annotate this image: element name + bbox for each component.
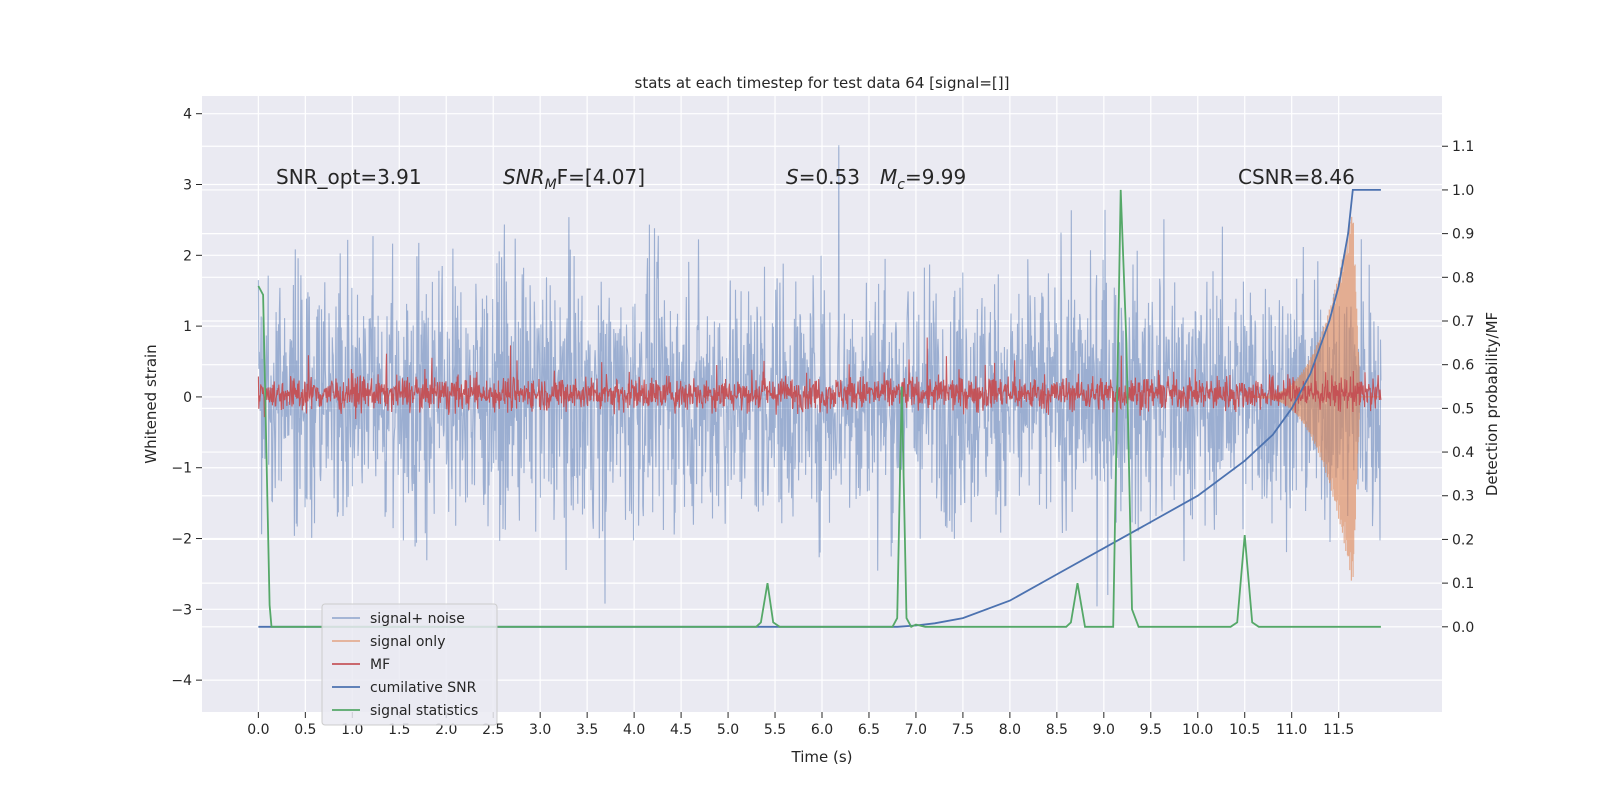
y-right-tick-label: 0.0 <box>1452 620 1474 636</box>
x-tick-label: 5.5 <box>764 722 786 738</box>
y-axis-label-right: Detection probability/MF <box>1483 312 1501 496</box>
y-left-tick-label: 3 <box>183 178 192 194</box>
x-tick-label: 11.0 <box>1276 722 1307 738</box>
x-tick-label: 0.5 <box>294 722 316 738</box>
y-axis-label-left: Whitened strain <box>142 344 160 463</box>
annotation-snr-opt: SNR_opt=3.91 <box>276 165 422 189</box>
x-tick-label: 7.5 <box>952 722 974 738</box>
x-tick-label: 10.0 <box>1182 722 1213 738</box>
x-tick-label: 3.5 <box>576 722 598 738</box>
y-right-tick-label: 0.6 <box>1452 358 1474 374</box>
x-tick-label: 10.5 <box>1229 722 1260 738</box>
annotation-mc-val: =9.99 <box>905 165 966 189</box>
y-left-tick-label: 2 <box>183 248 192 264</box>
chart-title: stats at each timestep for test data 64 … <box>635 74 1010 92</box>
y-right-tick-label: 0.3 <box>1452 489 1474 505</box>
x-tick-label: 4.0 <box>623 722 645 738</box>
y-right-tick-label: 1.1 <box>1452 139 1474 155</box>
x-tick-label: 5.0 <box>717 722 739 738</box>
annotation-s-val: =0.53 <box>799 165 860 189</box>
grid <box>202 96 1442 712</box>
y-left-tick-label: −2 <box>171 532 192 548</box>
x-tick-label: 1.0 <box>341 722 363 738</box>
annotation-mc-sub: c <box>897 177 905 193</box>
y-left-tick-label: 1 <box>183 319 192 335</box>
x-tick-label: 11.5 <box>1323 722 1354 738</box>
y-left-tick-label: −4 <box>171 673 192 689</box>
annotation-csnr: CSNR=8.46 <box>1238 165 1355 189</box>
series-mf <box>257 337 1382 420</box>
y-left-tick-label: 4 <box>183 107 192 123</box>
x-tick-label: 3.0 <box>529 722 551 738</box>
y-right-tick-label: 0.5 <box>1452 401 1474 417</box>
axes: 0.0 0.5 1.0 1.5 2.0 2.5 3.0 3.5 4.0 4.5 5.0 5.5 6.0 6… <box>171 107 1474 738</box>
series-signal-statistics <box>257 189 1381 628</box>
y-left-tick-label: −1 <box>171 461 192 477</box>
y-left-tick-label: 0 <box>183 390 192 406</box>
annotation-s-var: S <box>786 165 799 189</box>
y-right-tick-label: 0.7 <box>1452 314 1474 330</box>
x-tick-label: 6.5 <box>858 722 880 738</box>
legend-label: signal only <box>370 634 445 650</box>
y-right-tick-label: 0.4 <box>1452 445 1474 461</box>
x-tick-label: 0.0 <box>247 722 269 738</box>
legend-box <box>321 603 498 726</box>
y-right-tick-label: 0.1 <box>1452 576 1474 592</box>
annotation-snr-mf-sub: M <box>545 177 557 193</box>
x-tick-label: 2.5 <box>482 722 504 738</box>
annotation-mc: Mc=9.99 <box>880 165 966 193</box>
x-tick-label: 8.0 <box>999 722 1021 738</box>
x-tick-label: 9.5 <box>1140 722 1162 738</box>
x-tick-label: 6.0 <box>811 722 833 738</box>
legend-label: signal+ noise <box>370 611 465 627</box>
y-left-tick-label: −3 <box>171 602 192 618</box>
y-right-tick-label: 1.0 <box>1452 183 1474 199</box>
annotation-snr-mf-main: SNR <box>503 165 545 189</box>
annotation-mc-var: M <box>880 165 897 189</box>
series-cumulative-snr <box>258 189 1381 628</box>
x-tick-label: 7.0 <box>905 722 927 738</box>
x-tick-label: 4.5 <box>670 722 692 738</box>
x-tick-label: 1.5 <box>388 722 410 738</box>
x-tick-label: 2.0 <box>435 722 457 738</box>
legend-label: cumilative SNR <box>370 680 477 696</box>
y-right-tick-label: 0.2 <box>1452 532 1474 548</box>
annotation-snr-mf-tail: F=[4.07] <box>557 165 645 189</box>
legend-label: signal statistics <box>370 703 478 719</box>
x-axis-label: Time (s) <box>791 748 853 766</box>
legend: signal+ noise signal only MF cumilative SNR… <box>321 603 498 726</box>
x-tick-label: 9.0 <box>1093 722 1115 738</box>
x-tick-label: 8.5 <box>1046 722 1068 738</box>
y-right-tick-label: 0.8 <box>1452 270 1474 286</box>
annotation-snr-mf: SNRMF=[4.07] <box>503 165 645 193</box>
y-right-tick-label: 0.9 <box>1452 227 1474 243</box>
annotation-s: S=0.53 <box>786 165 860 189</box>
legend-label: MF <box>370 657 390 673</box>
